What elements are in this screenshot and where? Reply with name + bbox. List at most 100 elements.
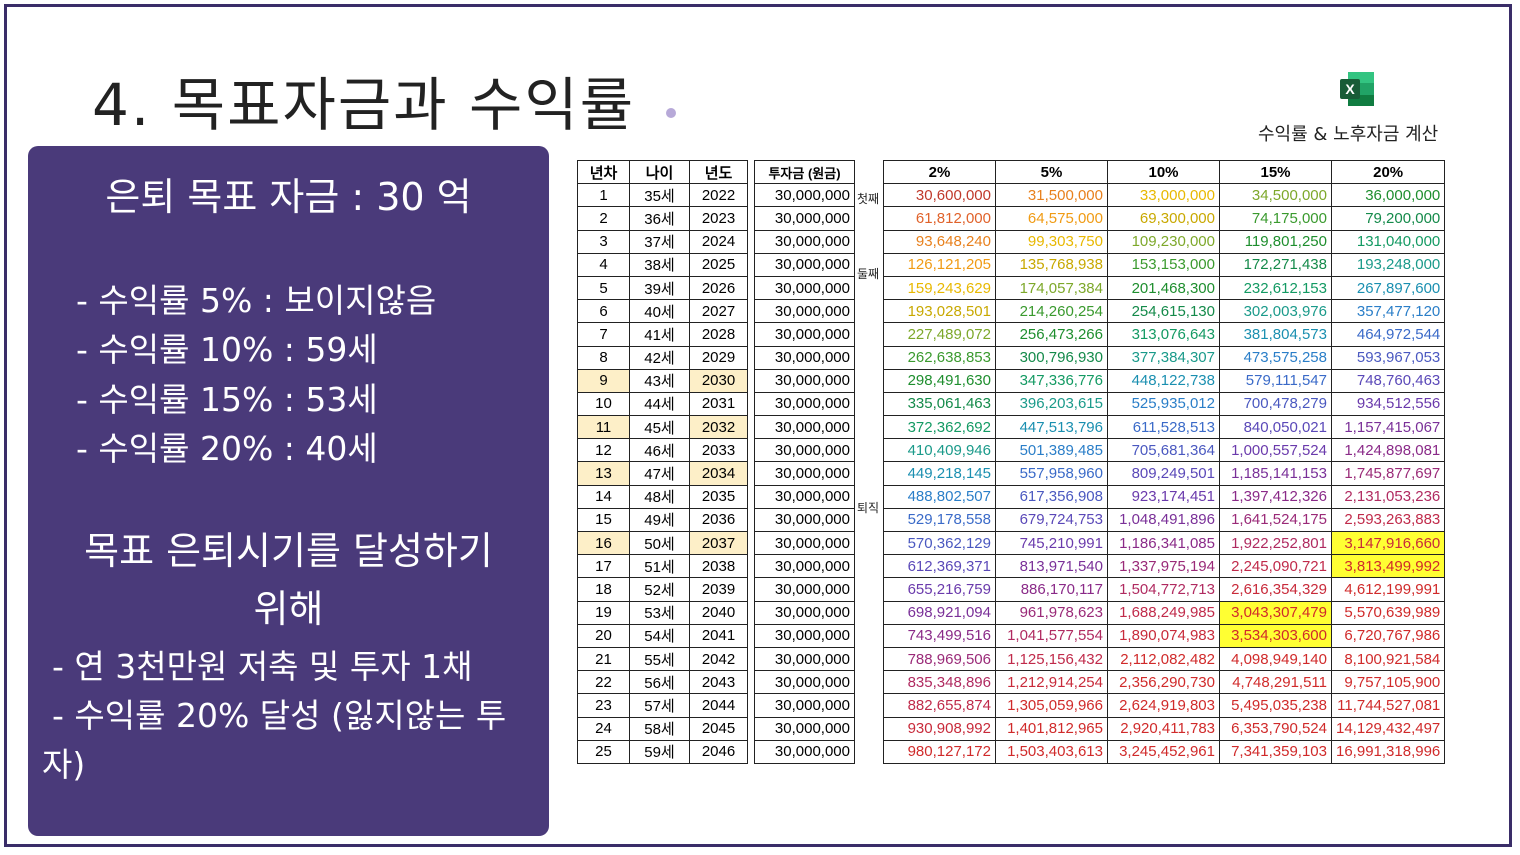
header-rate-5: 20% — [1330, 159, 1446, 185]
cell-rate-4: 6,353,790,524 — [1219, 716, 1332, 741]
table-row: 13 47세 2034 — [577, 461, 748, 486]
table-row: 22 56세 2043 — [577, 670, 748, 695]
table-row: 14 48세 2035 — [577, 484, 748, 509]
cell-rate-5: 1,424,898,081 — [1330, 438, 1446, 463]
cell-age: 58세 — [629, 716, 690, 741]
table-row: 612,369,371 813,971,540 1,337,975,194 2,245… — [883, 554, 1446, 579]
table-row: 126,121,205 135,768,938 153,153,000 172,271… — [883, 252, 1446, 277]
cell-rate-5: 11,744,527,081 — [1330, 693, 1446, 718]
cell-year-index: 12 — [577, 438, 630, 463]
cell-rate-1: 372,362,692 — [883, 415, 996, 440]
panel-bullet-1: - 연 3천만원 저축 및 투자 1채 — [52, 647, 473, 686]
cell-rate-5: 3,147,916,660 — [1330, 530, 1446, 556]
cell-year: 2034 — [689, 461, 748, 486]
table-row: 30,000,000 — [754, 275, 855, 301]
invest-table: 투자금 (원금) 30,000,000 30,000,000 30,000,000 3… — [754, 159, 855, 764]
panel-subhead-1: 목표 은퇴시기를 달성하기 — [84, 529, 493, 573]
cell-rate-3: 2,112,082,482 — [1107, 646, 1220, 672]
cell-year-index: 18 — [577, 577, 630, 602]
cell-year-index: 4 — [577, 252, 630, 277]
excel-icon[interactable]: X — [1338, 70, 1376, 108]
cell-year-index: 7 — [577, 322, 630, 347]
cell-year: 2030 — [689, 368, 748, 393]
cell-rate-5: 79,200,000 — [1330, 206, 1446, 231]
panel-subhead-2: 위해 — [253, 587, 324, 631]
table-row: 980,127,172 1,503,403,613 3,245,452,961 7,3… — [883, 739, 1446, 764]
cell-rate-3: 2,920,411,783 — [1107, 716, 1220, 741]
cell-rate-5: 5,570,639,989 — [1330, 600, 1446, 625]
cell-rate-2: 1,305,059,966 — [995, 693, 1108, 718]
cell-rate-5: 2,593,263,883 — [1330, 507, 1446, 533]
table-row: 570,362,129 745,210,991 1,186,341,085 1,922… — [883, 530, 1446, 556]
cell-rate-5: 1,745,877,697 — [1330, 461, 1446, 486]
table-row: 8 42세 2029 — [577, 345, 748, 370]
table-row: 788,969,506 1,125,156,432 2,112,082,482 4,0… — [883, 646, 1446, 672]
cell-year-index: 11 — [577, 415, 630, 440]
cell-age: 54세 — [629, 623, 690, 648]
cell-year: 2040 — [689, 600, 748, 625]
cell-rate-1: 93,648,240 — [883, 229, 996, 254]
cell-rate-2: 214,260,254 — [995, 299, 1108, 324]
cell-rate-5: 748,760,463 — [1330, 368, 1446, 393]
table-row: 30,000,000 — [754, 554, 855, 579]
cell-age: 38세 — [629, 252, 690, 277]
cell-year-index: 25 — [577, 739, 630, 764]
table-row: 698,921,094 961,978,623 1,688,249,985 3,043… — [883, 600, 1446, 625]
cell-invest: 30,000,000 — [754, 415, 855, 440]
table-row: 30,000,000 — [754, 623, 855, 648]
cell-invest: 30,000,000 — [754, 299, 855, 324]
table-row: 30,000,000 — [754, 345, 855, 370]
table-row: 6 40세 2027 — [577, 299, 748, 324]
cell-year-index: 19 — [577, 600, 630, 625]
table-row: 835,348,896 1,212,914,254 2,356,290,730 4,7… — [883, 670, 1446, 695]
cell-rate-2: 745,210,991 — [995, 530, 1108, 556]
table-row: 30,000,000 — [754, 438, 855, 463]
table-row: 10 44세 2031 — [577, 391, 748, 417]
table-row: 25 59세 2046 — [577, 739, 748, 764]
table-row: 16 50세 2037 — [577, 530, 748, 556]
table-row: 30,000,000 — [754, 693, 855, 718]
table-row: 1 35세 2022 — [577, 183, 748, 208]
cell-rate-1: 335,061,463 — [883, 391, 996, 417]
cell-invest: 30,000,000 — [754, 183, 855, 208]
cell-rate-3: 2,356,290,730 — [1107, 670, 1220, 695]
cell-rate-3: 3,245,452,961 — [1107, 739, 1220, 764]
memo-first-child: 첫째 — [857, 192, 880, 206]
table-row: 30,000,000 — [754, 299, 855, 324]
cell-rate-4: 579,111,547 — [1219, 368, 1332, 393]
cell-age: 48세 — [629, 484, 690, 509]
cell-rate-1: 449,218,145 — [883, 461, 996, 486]
cell-rate-4: 1,641,524,175 — [1219, 507, 1332, 533]
cell-rate-2: 1,041,577,554 — [995, 623, 1108, 648]
cell-age: 40세 — [629, 299, 690, 324]
table-row: 193,028,501 214,260,254 254,615,130 302,003… — [883, 299, 1446, 324]
cell-year: 2045 — [689, 716, 748, 741]
cell-rate-5: 3,813,499,992 — [1330, 554, 1446, 579]
cell-age: 55세 — [629, 646, 690, 672]
table-row: 18 52세 2039 — [577, 577, 748, 602]
cell-invest: 30,000,000 — [754, 693, 855, 718]
cell-rate-2: 1,503,403,613 — [995, 739, 1108, 764]
cell-rate-3: 1,186,341,085 — [1107, 530, 1220, 556]
memo-retire: 퇴직 — [857, 501, 880, 515]
cell-age: 59세 — [629, 739, 690, 764]
header-year: 년도 — [689, 159, 748, 185]
cell-rate-4: 1,000,557,524 — [1219, 438, 1332, 463]
cell-year: 2043 — [689, 670, 748, 695]
cell-year: 2022 — [689, 183, 748, 208]
table-row: 449,218,145 557,958,960 809,249,501 1,185,1… — [883, 461, 1446, 486]
cell-invest: 30,000,000 — [754, 600, 855, 625]
svg-text:X: X — [1345, 81, 1355, 97]
cell-rate-4: 1,397,412,326 — [1219, 484, 1332, 509]
cell-rate-3: 611,528,513 — [1107, 415, 1220, 440]
cell-year-index: 17 — [577, 554, 630, 579]
cell-year-index: 3 — [577, 229, 630, 254]
table-row: 30,000,000 — [754, 206, 855, 231]
cell-rate-2: 1,125,156,432 — [995, 646, 1108, 672]
cell-age: 57세 — [629, 693, 690, 718]
cell-rate-2: 813,971,540 — [995, 554, 1108, 579]
cell-invest: 30,000,000 — [754, 229, 855, 254]
cell-year-index: 21 — [577, 646, 630, 672]
table-row: 30,000,000 — [754, 415, 855, 440]
cell-year: 2046 — [689, 739, 748, 764]
